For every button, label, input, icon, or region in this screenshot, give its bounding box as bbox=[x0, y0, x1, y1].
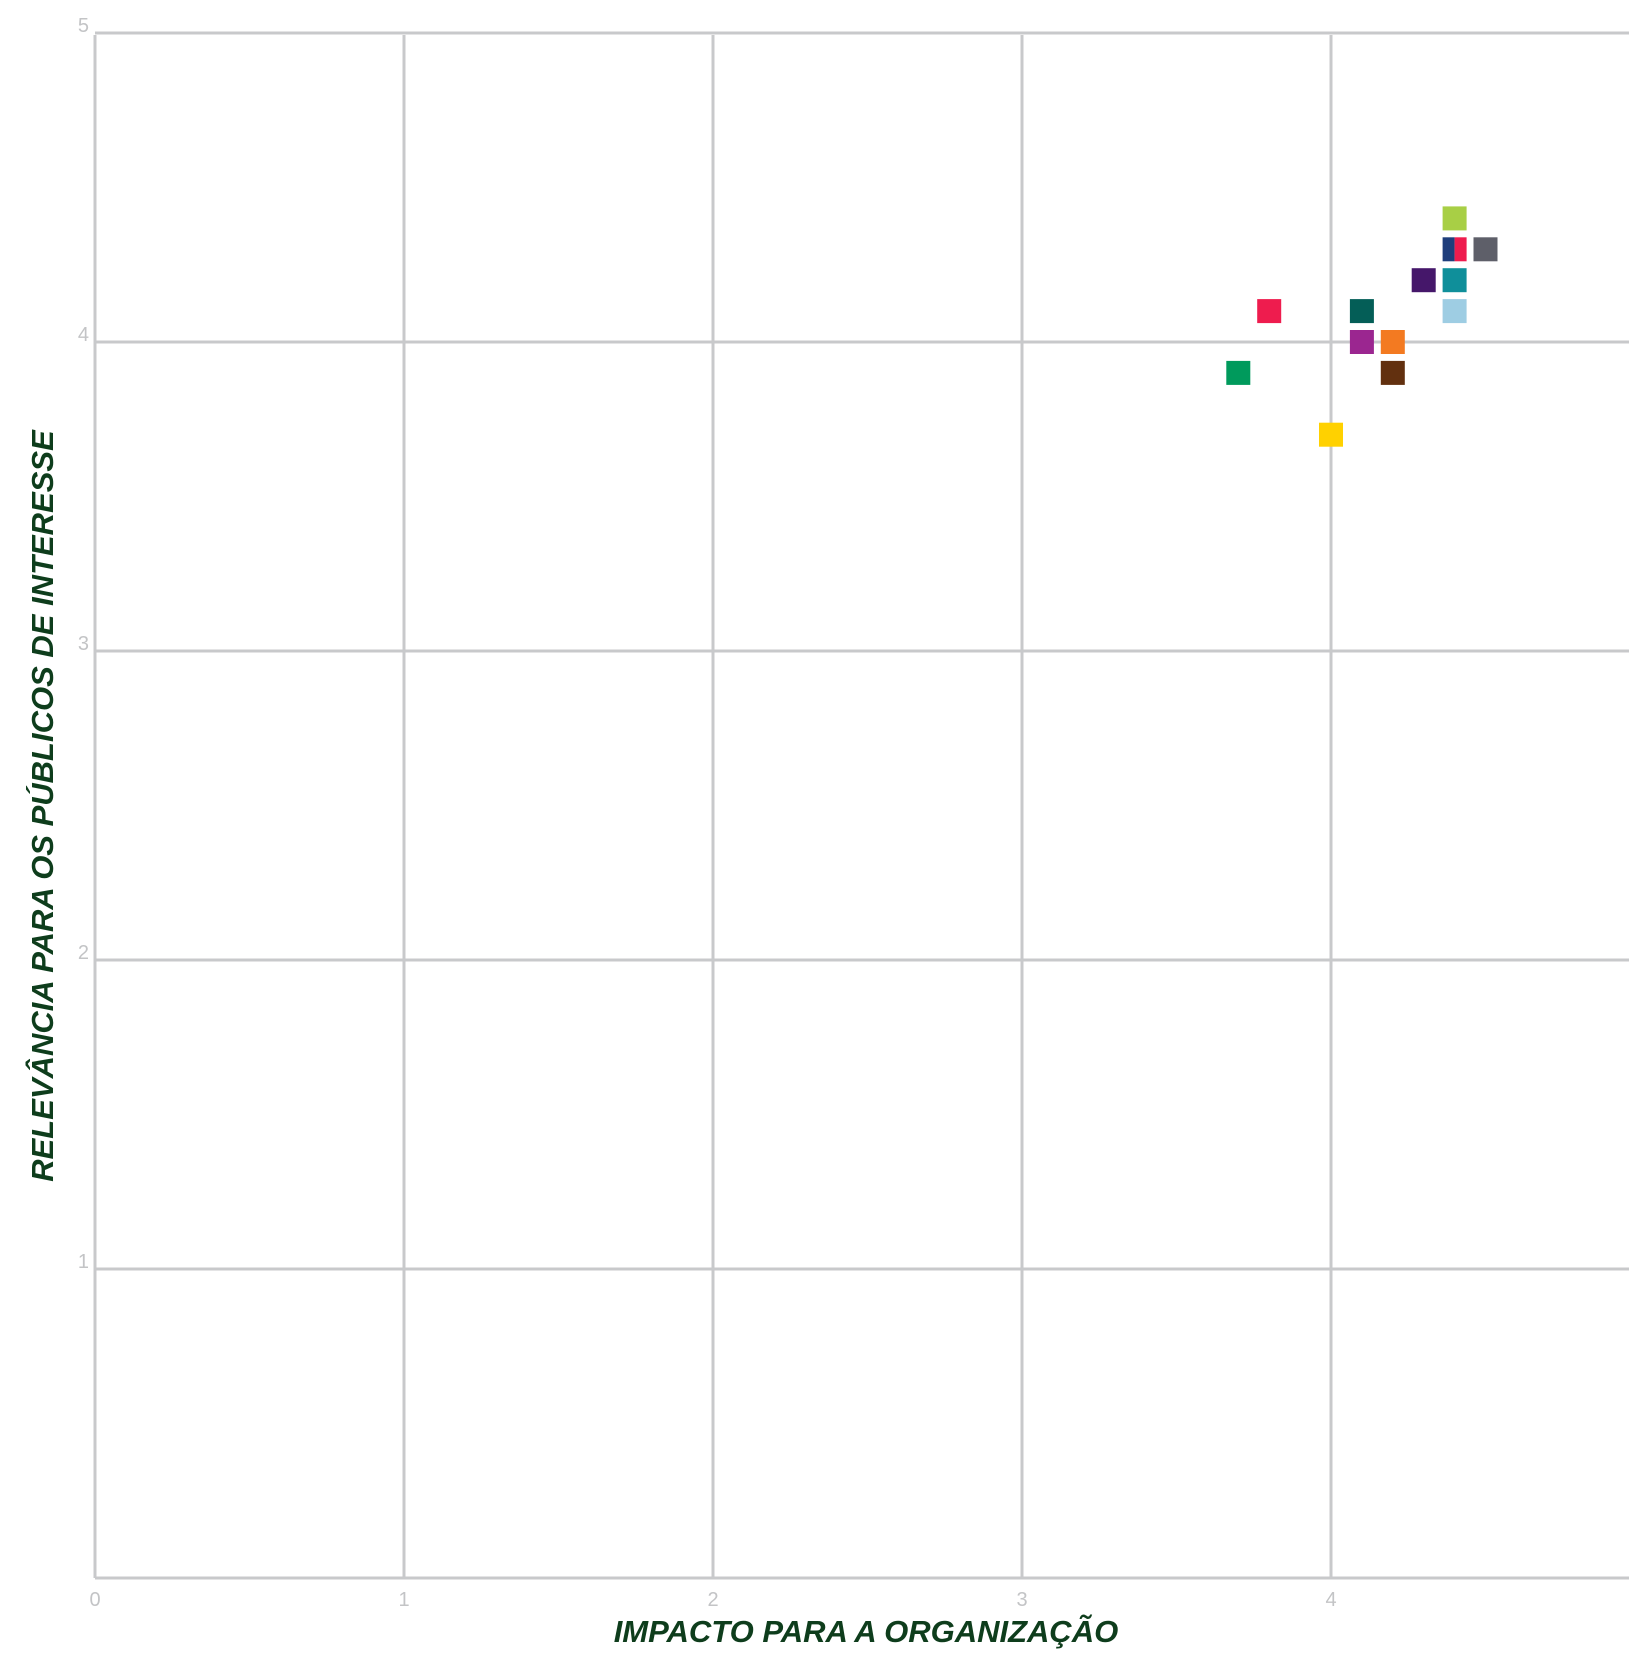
x-tick-label: 0 bbox=[89, 1589, 100, 1611]
x-tick-label: 1 bbox=[398, 1589, 409, 1611]
data-point bbox=[1380, 330, 1405, 354]
data-point bbox=[1226, 360, 1251, 385]
data-point bbox=[1349, 299, 1374, 324]
y-tick-label: 1 bbox=[78, 1251, 89, 1273]
data-point bbox=[1442, 206, 1467, 231]
x-tick-label: 4 bbox=[1325, 1589, 1336, 1611]
x-axis-title: IMPACTO PARA A ORGANIZAÇÃO bbox=[614, 1614, 1119, 1649]
data-point bbox=[1411, 268, 1436, 293]
y-tick-label: 5 bbox=[78, 15, 89, 37]
data-point-layer bbox=[1226, 206, 1498, 447]
grid-layer bbox=[93, 31, 1629, 1580]
data-point bbox=[1442, 299, 1467, 324]
y-tick-label: 4 bbox=[78, 324, 89, 346]
data-point bbox=[1380, 360, 1405, 385]
tick-label-layer: 0 1 2 3 4 1 2 3 4 5 bbox=[78, 15, 1337, 1611]
x-tick-label: 2 bbox=[707, 1589, 718, 1611]
y-axis-title: RELEVÂNCIA PARA OS PÚBLICOS DE INTERESSE bbox=[24, 429, 60, 1182]
data-point bbox=[1257, 299, 1282, 324]
y-tick-label: 2 bbox=[78, 942, 89, 964]
data-point bbox=[1473, 237, 1498, 262]
data-point bbox=[1454, 237, 1467, 262]
data-point bbox=[1442, 268, 1467, 293]
y-tick-label: 3 bbox=[78, 633, 89, 655]
data-point bbox=[1442, 237, 1455, 262]
data-point bbox=[1349, 330, 1374, 354]
data-point bbox=[1319, 422, 1343, 447]
x-tick-label: 3 bbox=[1016, 1589, 1027, 1611]
